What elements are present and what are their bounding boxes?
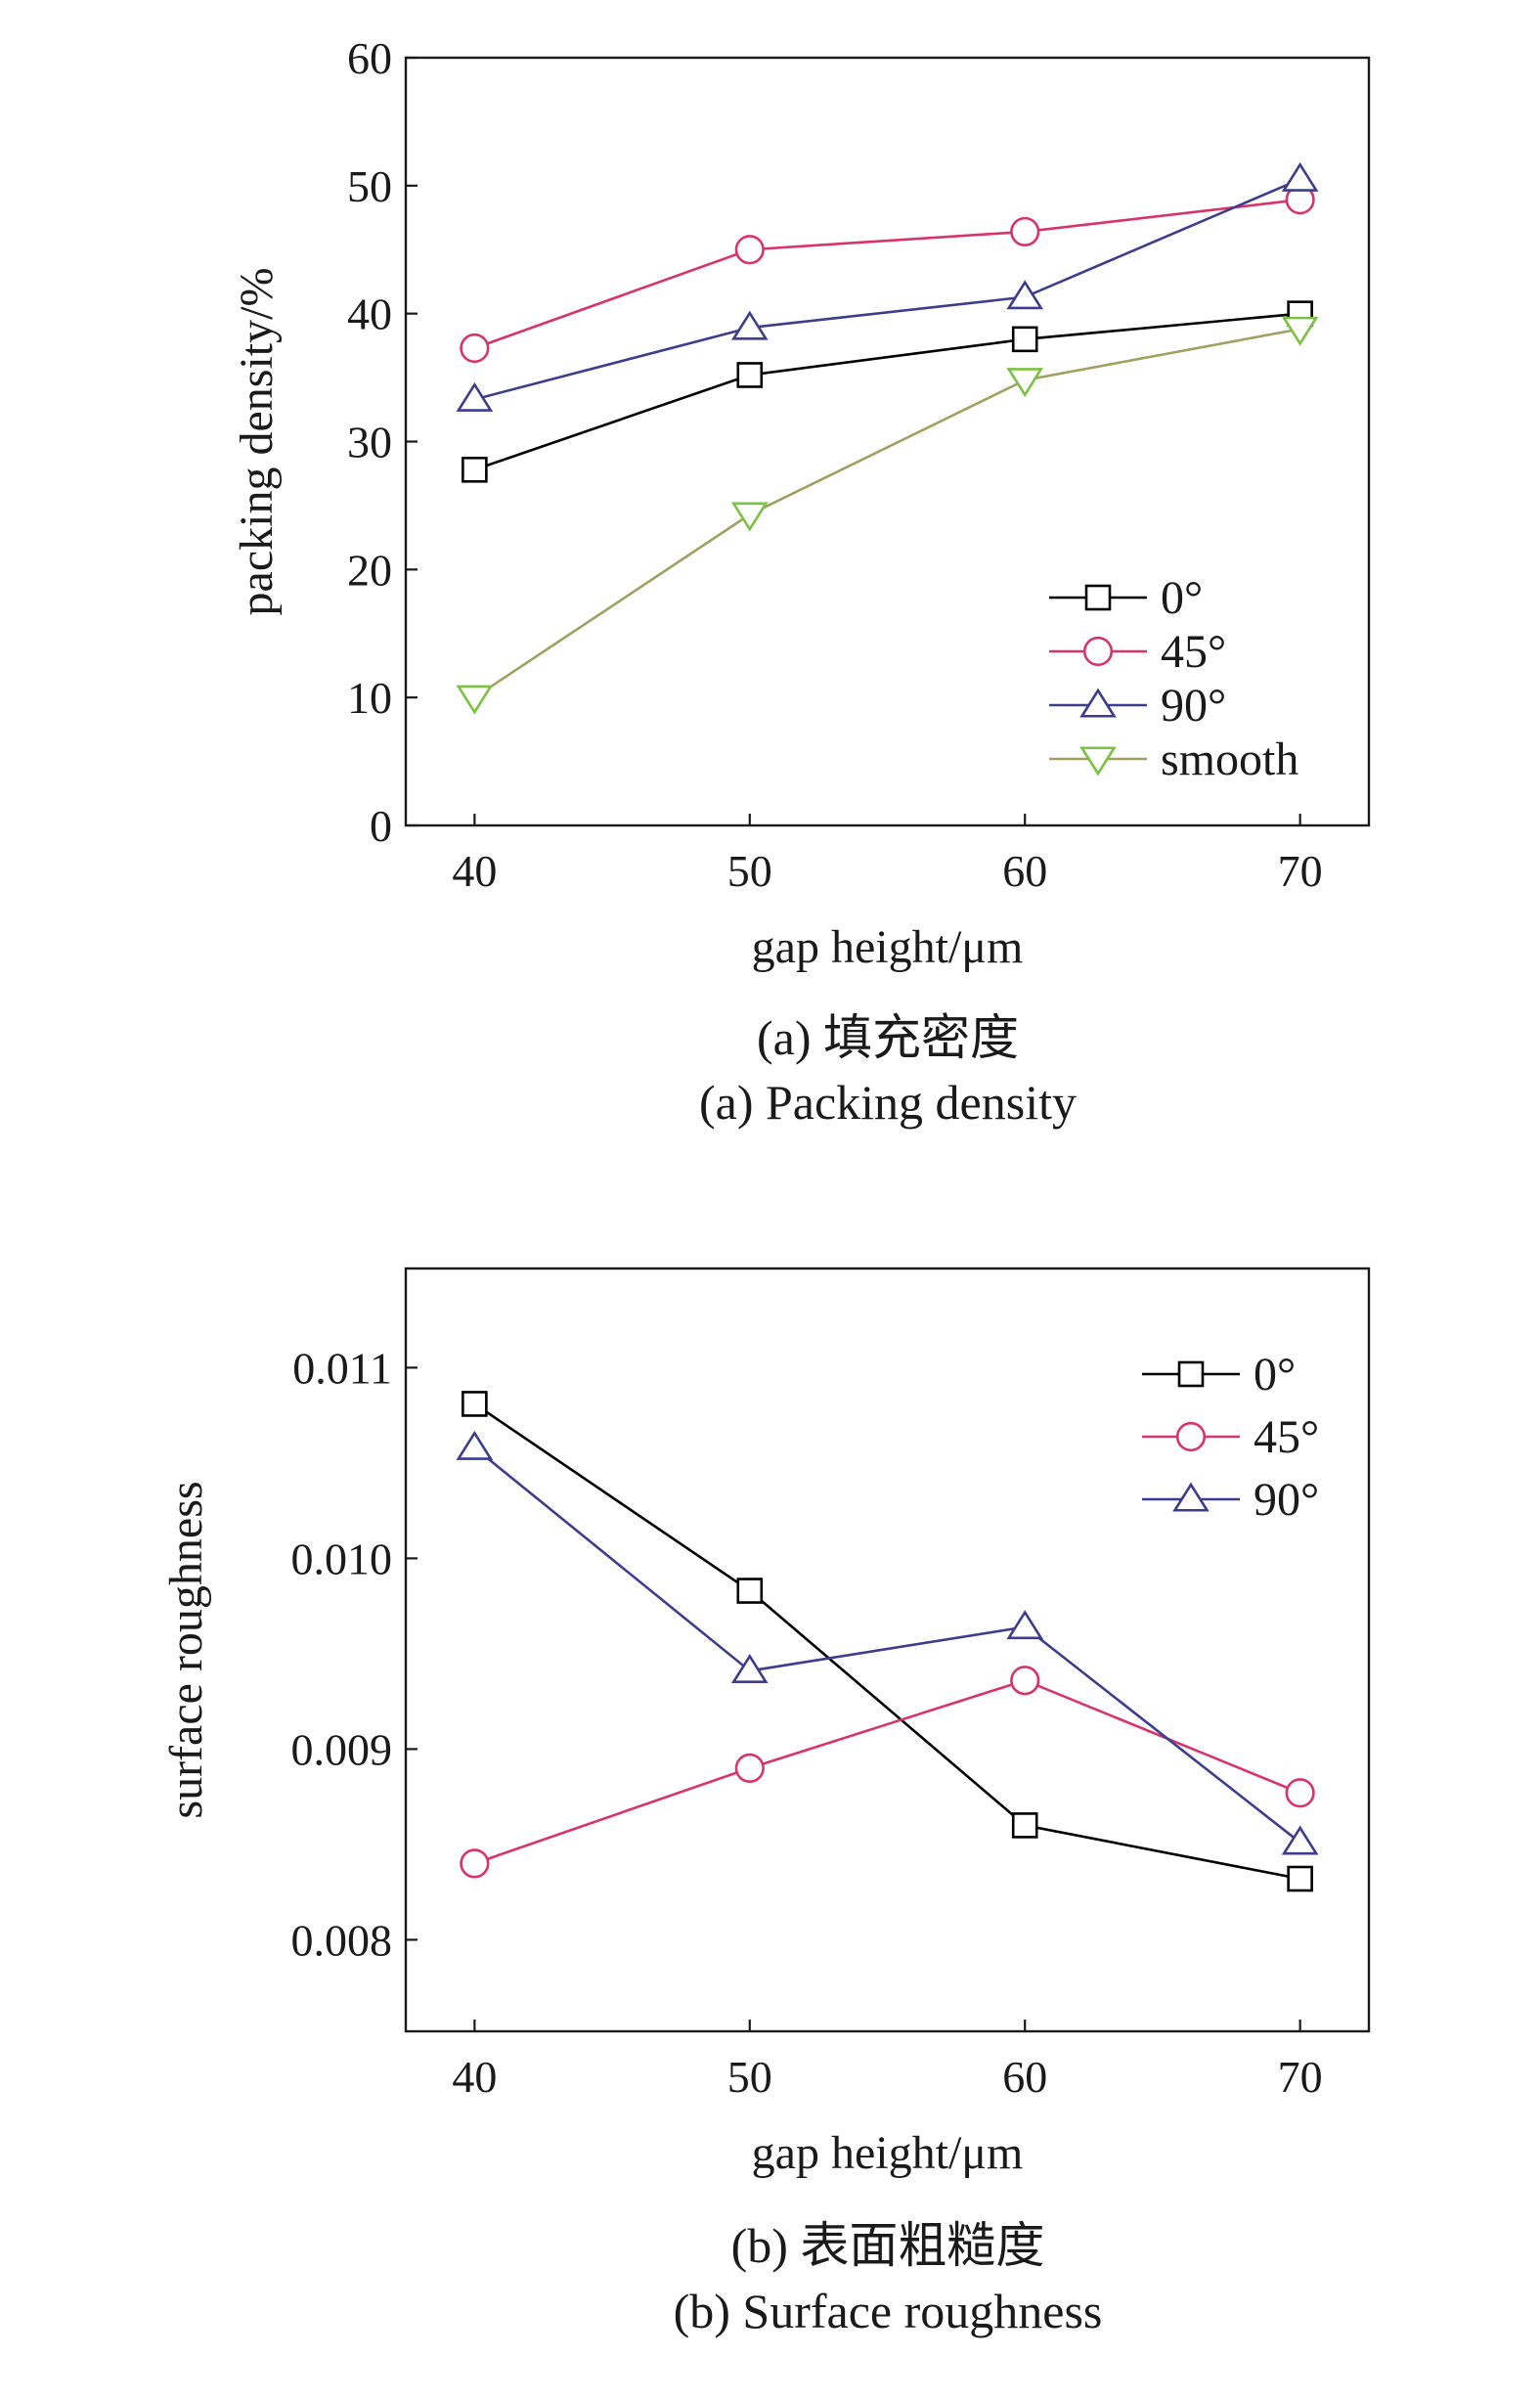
y-tick-label: 0.010 — [291, 1534, 393, 1583]
chart-packing-density: 40 50 60 70 0 10 20 30 40 50 60 gap height/μm packin… — [231, 33, 1371, 1130]
legend-label: 90° — [1254, 1474, 1319, 1526]
legend-marker — [1079, 746, 1117, 777]
series-line — [473, 1446, 1301, 1844]
x-tick-label: 60 — [1002, 2052, 1047, 2102]
x-tick-label: 40 — [452, 846, 497, 896]
data-point — [1011, 326, 1038, 353]
y-tick-label: 10 — [347, 673, 392, 723]
x-tick-label: 70 — [1278, 846, 1323, 896]
data-point — [462, 456, 488, 483]
data-point — [730, 1654, 769, 1683]
data-point — [460, 1848, 490, 1879]
y-tick-label: 40 — [347, 289, 392, 339]
legend-label: 45° — [1254, 1411, 1319, 1463]
legend-item: 0° — [1142, 1349, 1296, 1401]
legend-item: smooth — [1049, 734, 1298, 785]
y-tick-label: 20 — [347, 545, 392, 595]
x-tick-label: 50 — [727, 2052, 772, 2102]
y-axis-label: surface roughness — [160, 1481, 212, 1818]
legend-label: smooth — [1161, 734, 1298, 785]
legend-label: 0° — [1161, 572, 1203, 624]
series-0° — [462, 1391, 1313, 1892]
x-tick-label: 50 — [727, 846, 772, 896]
caption-cn: (b) 表面粗糙度 — [731, 2218, 1045, 2273]
data-point — [1006, 1610, 1044, 1640]
legend-item: 45° — [1142, 1411, 1319, 1463]
caption-en: (a) Packing density — [699, 1075, 1077, 1130]
plot-frame — [404, 1267, 1371, 2033]
y-axis-label: packing density/% — [231, 268, 283, 616]
y-tick-label: 0.008 — [291, 1915, 393, 1965]
caption-cn: (a) 填充密度 — [757, 1010, 1019, 1065]
data-point — [734, 1753, 765, 1783]
data-point — [1006, 280, 1044, 310]
legend-label: 45° — [1161, 626, 1226, 678]
data-point — [736, 1578, 764, 1604]
legend-marker — [1172, 1482, 1210, 1512]
x-tick-label: 60 — [1002, 846, 1047, 896]
legend-marker — [1177, 1360, 1205, 1388]
data-point — [1285, 1778, 1315, 1808]
caption-en: (b) Surface roughness — [674, 2284, 1103, 2338]
legend: 0° 45° 90° — [1142, 1349, 1319, 1526]
legend-marker — [1084, 584, 1112, 611]
series-90° — [456, 1430, 1319, 1855]
legend: 0°45°90°smooth — [1049, 572, 1298, 785]
series-line — [473, 1402, 1300, 1881]
data-point — [734, 235, 765, 265]
data-point — [460, 333, 490, 364]
data-point — [1281, 316, 1319, 346]
series-line — [473, 1678, 1301, 1865]
data-point — [456, 381, 494, 412]
data-point — [736, 362, 764, 388]
legend-marker — [1175, 1421, 1207, 1452]
x-axis-label: gap height/μm — [752, 2127, 1024, 2179]
data-point — [730, 310, 769, 340]
legend-item: 45° — [1049, 626, 1226, 678]
data-point — [462, 1391, 488, 1417]
y-tick-label: 60 — [347, 33, 392, 83]
y-tick-label: 30 — [347, 418, 392, 467]
data-point — [1287, 1865, 1313, 1892]
series-0° — [462, 300, 1313, 483]
data-point — [1281, 161, 1319, 192]
series-line — [473, 198, 1300, 350]
series-line — [473, 328, 1300, 699]
y-tick-label: 0.009 — [291, 1724, 393, 1774]
legend-label: 0° — [1254, 1349, 1296, 1401]
data-point — [1010, 216, 1040, 247]
data-point — [1011, 1812, 1038, 1839]
series-smooth — [456, 316, 1319, 715]
chart-surface-roughness: 40 50 60 70 0.008 0.009 0.010 0.011 gap height/μ… — [160, 1267, 1371, 2338]
data-point — [1010, 1666, 1040, 1696]
x-tick-label: 40 — [452, 2052, 497, 2102]
data-point — [456, 685, 494, 715]
legend-item: 90° — [1049, 680, 1226, 732]
legend-label: 90° — [1161, 680, 1226, 732]
series-line — [474, 178, 1301, 401]
data-point — [730, 502, 769, 532]
legend-item: 90° — [1142, 1474, 1319, 1526]
series-45° — [460, 1666, 1315, 1879]
data-point — [1281, 1825, 1319, 1855]
data-point — [1006, 368, 1044, 398]
x-tick-label: 70 — [1278, 2052, 1323, 2102]
legend-marker — [1082, 636, 1114, 667]
legend-marker — [1079, 688, 1117, 718]
y-tick-label: 0.011 — [292, 1343, 392, 1393]
y-tick-label: 50 — [347, 161, 392, 211]
legend-item: 0° — [1049, 572, 1203, 624]
data-point — [456, 1430, 494, 1460]
y-tick-label: 0 — [370, 801, 392, 851]
x-axis-label: gap height/μm — [752, 921, 1024, 973]
series-45° — [460, 185, 1315, 364]
series-90° — [456, 161, 1319, 412]
series-line — [473, 312, 1300, 471]
